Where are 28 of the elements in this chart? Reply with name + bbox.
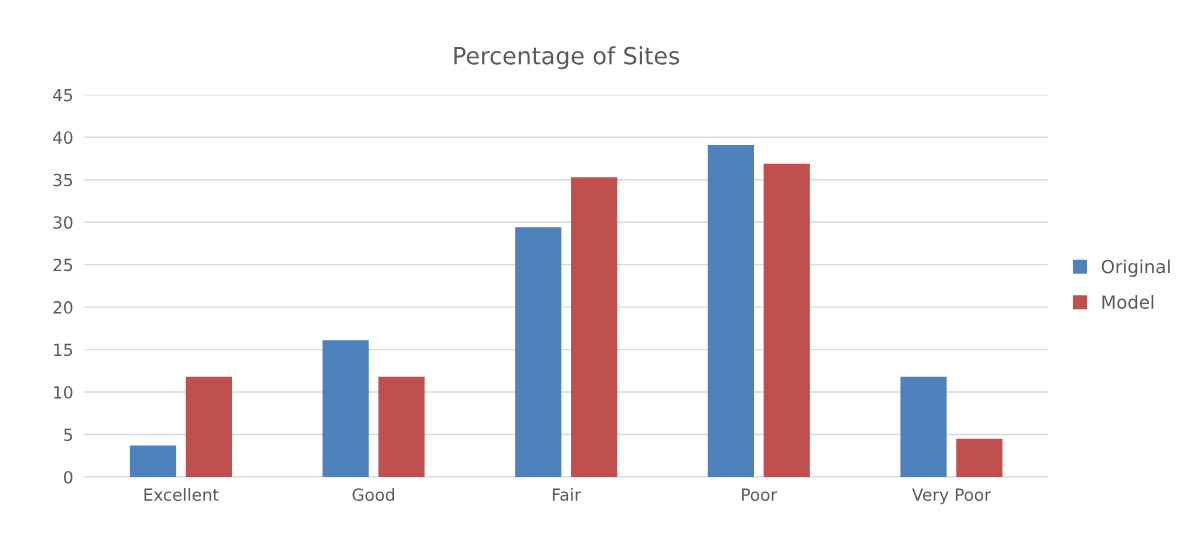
x-tick-label: Good: [352, 488, 394, 501]
bar: [956, 438, 1003, 477]
y-tick-label: 10: [54, 386, 73, 399]
x-tick-label: Very Poor: [912, 488, 991, 505]
bar: [763, 163, 810, 477]
y-tick-label: 20: [53, 301, 73, 314]
legend-label: Model: [1102, 294, 1154, 309]
bar: [707, 144, 755, 477]
y-tick-label: 35: [53, 173, 73, 187]
chart-title: Percentage of Sites: [454, 46, 680, 70]
y-tick-label: 45: [53, 89, 73, 102]
legend-label: Original: [1101, 259, 1170, 277]
bar: [129, 445, 177, 477]
bar: [515, 227, 562, 477]
y-tick-label: 25: [53, 258, 73, 272]
y-tick-label: 15: [54, 343, 73, 357]
x-tick-label: Excellent: [144, 488, 219, 501]
bar: [322, 340, 369, 477]
bar: [185, 376, 232, 477]
y-tick-label: 40: [53, 131, 73, 144]
y-tick-label: 0: [64, 470, 73, 484]
y-tick-label: 30: [53, 216, 73, 229]
x-tick-label: Poor: [742, 488, 778, 501]
bar: [378, 376, 425, 477]
bar: [900, 376, 947, 477]
x-tick-label: Fair: [552, 488, 582, 501]
y-tick-label: 5: [64, 428, 73, 442]
bar: [571, 177, 618, 477]
